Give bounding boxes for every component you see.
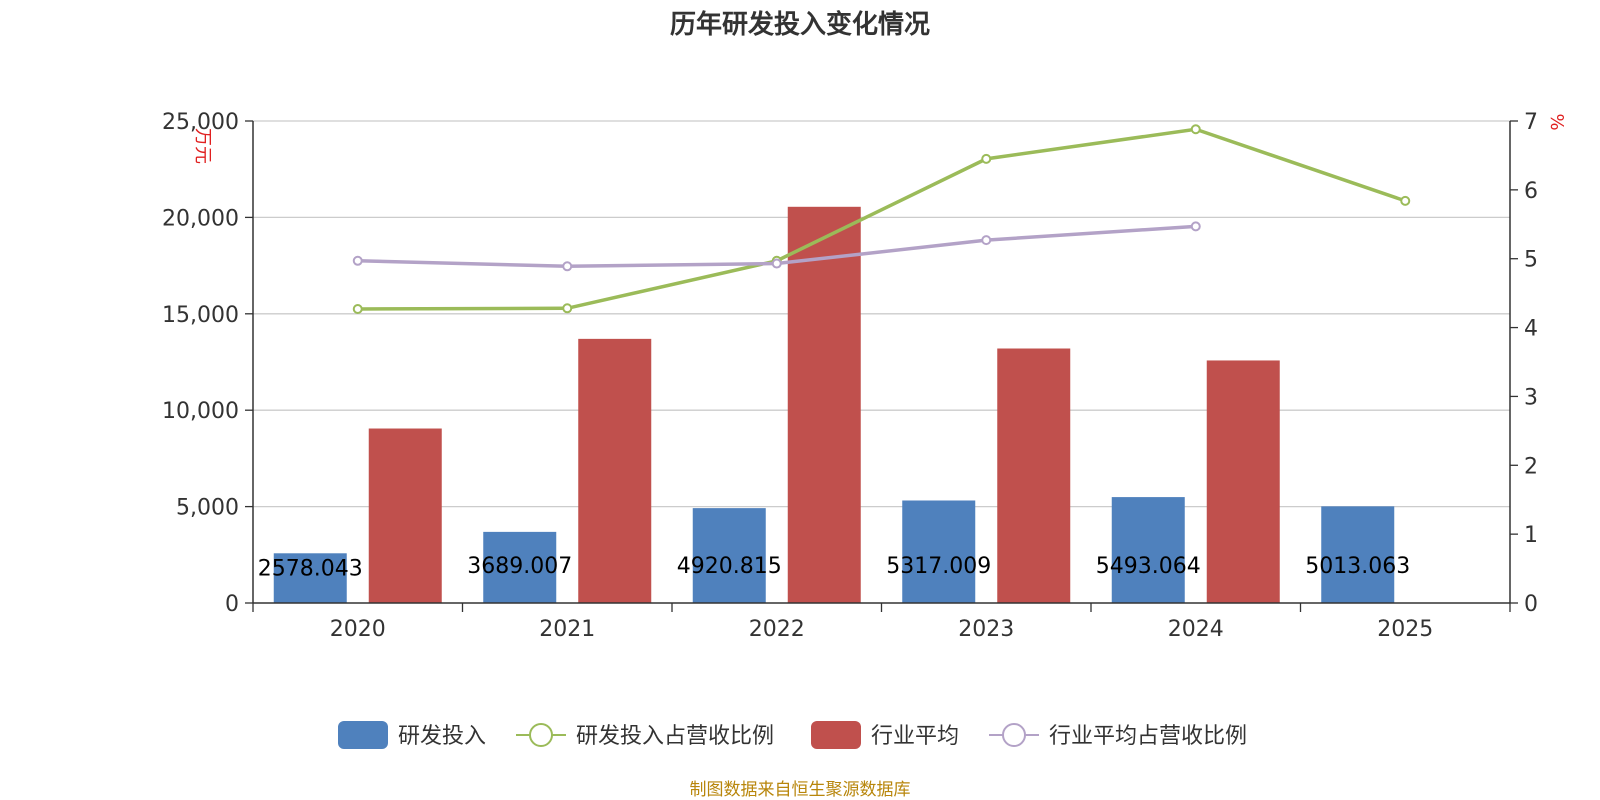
bar-rd-2021: [483, 531, 557, 603]
data-label: 5493.064: [1096, 554, 1201, 579]
left-tick-label: 25,000: [162, 110, 239, 135]
data-label: 4920.815: [677, 554, 782, 579]
line-point: [562, 261, 573, 272]
right-tick-label: 5: [1524, 248, 1538, 273]
bar-rd-2025: [1321, 506, 1395, 603]
line-point: [1400, 195, 1411, 206]
legend-label: 研发投入占营收比例: [576, 724, 774, 749]
bar-rd-2024: [1111, 497, 1185, 603]
legend-label: 行业平均占营收比例: [1049, 724, 1247, 749]
legend-label: 研发投入: [398, 724, 486, 749]
bar-industry-2023: [997, 348, 1071, 603]
right-tick-label: 2: [1524, 454, 1538, 479]
bar-industry-2024: [1206, 360, 1280, 603]
source-note: 制图数据来自恒生聚源数据库: [690, 780, 911, 800]
bar-industry-2022: [787, 206, 861, 603]
left-tick-label: 5,000: [176, 496, 239, 521]
left-tick-label: 20,000: [162, 206, 239, 231]
legend: 研发投入 研发投入占营收比例 行业平均 行业平均占营收比例: [338, 721, 1247, 749]
right-axis-unit: %: [1546, 113, 1567, 130]
left-tick-label: 15,000: [162, 303, 239, 328]
chart-title: 历年研发投入变化情况: [670, 9, 930, 40]
right-tick-label: 6: [1524, 179, 1538, 204]
legend-swatch-marker: [529, 723, 553, 747]
legend-swatch: [338, 721, 388, 749]
line-point: [1190, 124, 1201, 135]
data-label: 3689.007: [467, 554, 572, 579]
legend-swatch: [811, 721, 861, 749]
right-tick-label: 0: [1524, 592, 1538, 617]
line-1: [357, 127, 1406, 311]
left-axis-unit: 万元: [192, 128, 213, 164]
x-tick-label: 2025: [1377, 617, 1433, 642]
legend-swatch-marker: [1002, 723, 1026, 747]
data-label: 5013.063: [1305, 554, 1410, 579]
right-tick-label: 7: [1524, 110, 1538, 135]
right-tick-label: 1: [1524, 523, 1538, 548]
axes: 0 5,000 10,000 15,000 20,000 25,000 0 1 2 3 4 5 6 7 20…: [162, 110, 1538, 642]
gridlines: [253, 120, 1510, 508]
line-point: [1190, 221, 1201, 232]
x-tick-label: 2020: [330, 617, 386, 642]
bars: [273, 206, 1395, 603]
x-tick-label: 2021: [539, 617, 595, 642]
bar-rd-2022: [692, 508, 766, 603]
data-labels: 2578.043 3689.007 4920.815 5317.009 5493.064…: [258, 554, 1410, 581]
data-label: 5317.009: [886, 554, 991, 579]
right-tick-label: 3: [1524, 385, 1538, 410]
left-tick-label: 10,000: [162, 399, 239, 424]
bar-industry-2021: [578, 338, 652, 603]
bar-industry-2020: [368, 428, 442, 603]
line-point: [981, 235, 992, 246]
bar-rd-2023: [902, 500, 976, 603]
x-tick-label: 2023: [958, 617, 1014, 642]
line-point: [981, 153, 992, 164]
bar-rd-2020: [273, 553, 347, 603]
line-point: [352, 255, 363, 266]
x-tick-label: 2024: [1168, 617, 1224, 642]
line-point: [771, 258, 782, 269]
legend-label: 行业平均: [871, 724, 959, 749]
line-point: [562, 303, 573, 314]
lines: [352, 124, 1411, 314]
data-label: 2578.043: [258, 556, 363, 581]
left-tick-label: 0: [225, 592, 239, 617]
right-tick-label: 4: [1524, 317, 1538, 342]
line-point: [352, 303, 363, 314]
x-tick-label: 2022: [749, 617, 805, 642]
